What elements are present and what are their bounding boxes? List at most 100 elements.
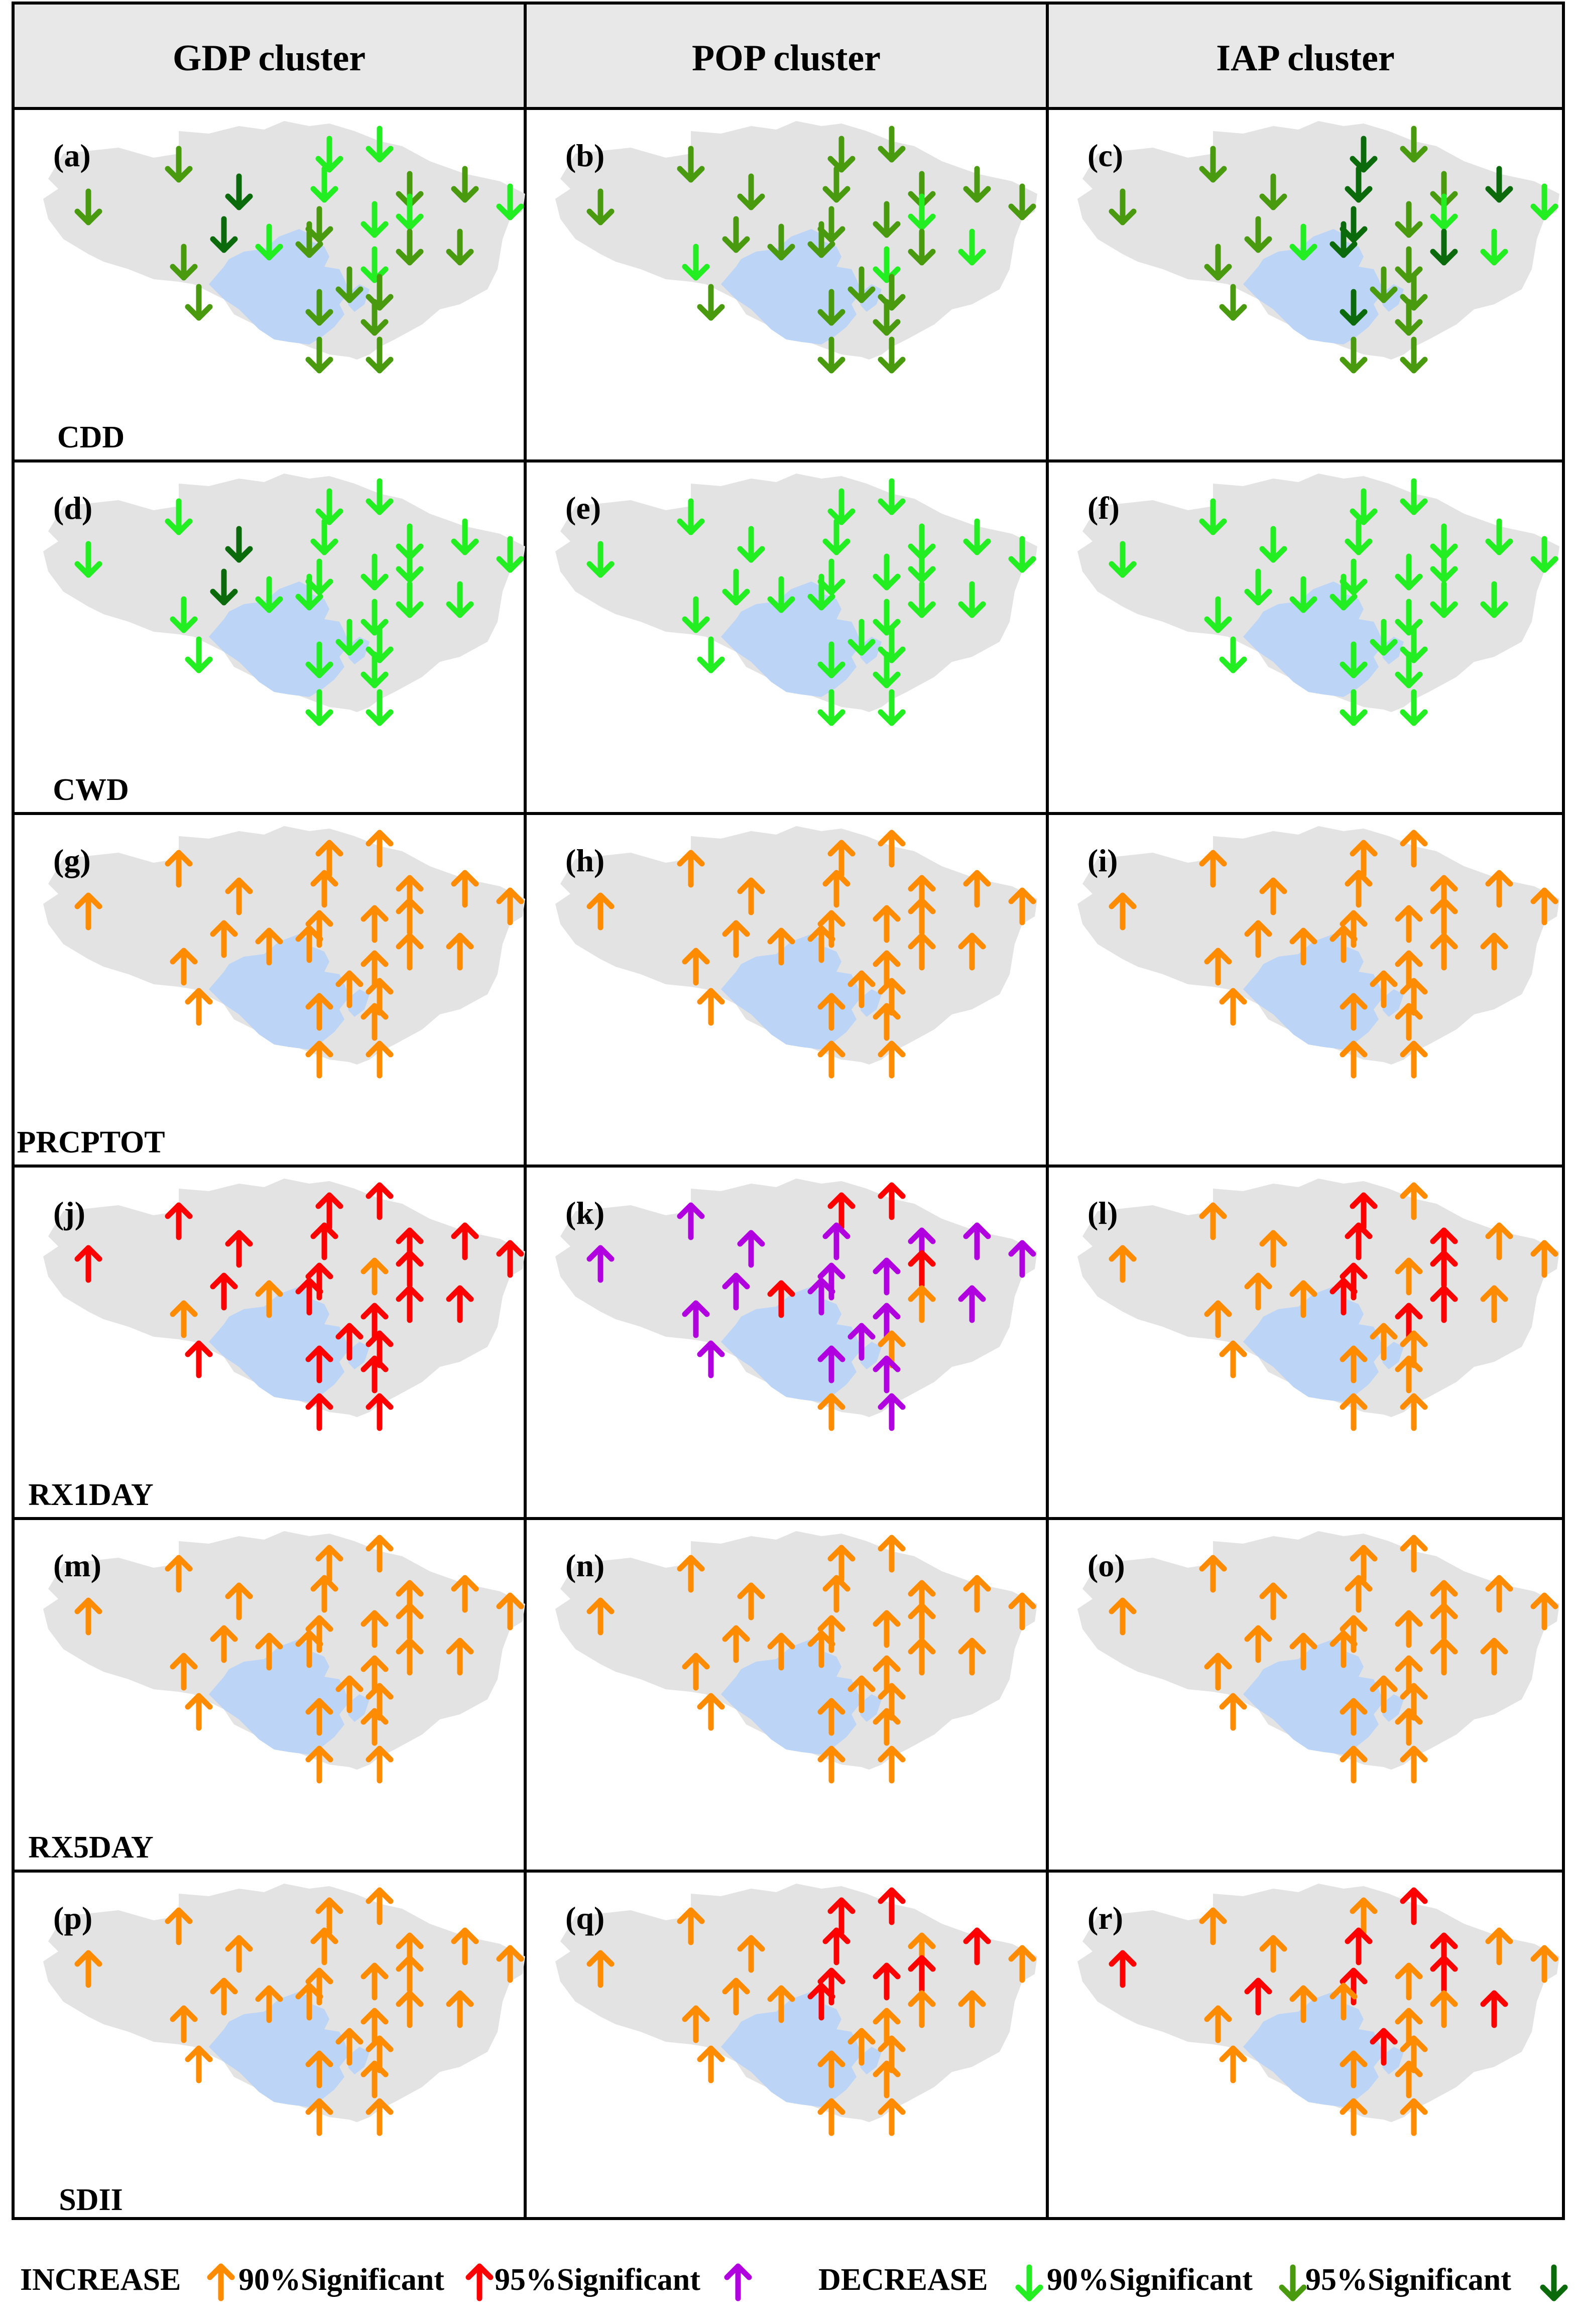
trend-arrow-up-icon: [308, 2101, 330, 2133]
map-panel-o: (o): [1077, 1531, 1559, 1781]
panel-letter: (d): [53, 490, 92, 526]
panel-letter: (e): [565, 490, 601, 526]
legend-increase-95-arrow-icon: [727, 2266, 749, 2298]
legend-increase-arrow-icon: [210, 2266, 232, 2298]
trend-arrow-up-icon: [1343, 1749, 1365, 1781]
map-panel-d: (d) CWD: [43, 474, 525, 807]
trend-arrow-up-icon: [308, 1749, 330, 1781]
trend-arrow-up-icon: [369, 1749, 391, 1781]
trend-arrow-up-icon: [700, 1696, 722, 1728]
header-gdp-cluster: GDP cluster: [173, 38, 366, 79]
trend-arrow-down-icon: [700, 639, 722, 670]
panel-letter: (b): [565, 138, 604, 173]
trend-arrow-up-icon: [700, 991, 722, 1023]
trend-arrow-up-icon: [188, 1696, 210, 1728]
map-panel-f: (f): [1077, 474, 1559, 723]
legend-decrease-label: DECREASE: [818, 2263, 988, 2297]
map-panels: (a) CDD (b) (c) (d) CWD (e) (f) (g) PRCPTOT (h) (i)…: [17, 121, 1559, 2217]
legend-decrease-90-label: 90%Significant: [1047, 2263, 1253, 2297]
trend-arrow-up-icon: [188, 1343, 210, 1375]
map-panel-l: (l): [1077, 1179, 1559, 1428]
trend-arrow-up-icon: [700, 1343, 722, 1375]
map-panel-h: (h): [555, 826, 1037, 1076]
map-panel-m: (m) RX5DAY: [28, 1531, 525, 1865]
panel-letter: (l): [1087, 1195, 1118, 1231]
trend-arrow-up-icon: [1403, 1396, 1425, 1428]
map-panel-b: (b): [555, 121, 1037, 371]
panel-letter: (g): [53, 843, 91, 878]
trend-arrow-up-icon: [369, 1396, 391, 1428]
map-panel-q: (q): [555, 1884, 1037, 2133]
map-panel-p: (p) SDII: [43, 1884, 525, 2217]
map-panel-g: (g) PRCPTOT: [17, 826, 525, 1159]
trend-arrow-up-icon: [1403, 1749, 1425, 1781]
map-panel-c: (c): [1077, 121, 1559, 371]
panel-letter: (j): [53, 1195, 85, 1231]
trend-arrow-up-icon: [1222, 1696, 1244, 1728]
trend-arrow-up-icon: [188, 991, 210, 1023]
panel-letter: (m): [53, 1548, 101, 1583]
trend-arrow-up-icon: [700, 2048, 722, 2080]
trend-arrow-up-icon: [369, 1043, 391, 1076]
panel-letter: (h): [565, 843, 604, 878]
trend-arrow-up-icon: [1222, 991, 1244, 1023]
panel-letter: (r): [1087, 1900, 1123, 1936]
trend-arrow-up-icon: [1343, 1043, 1365, 1076]
trend-arrow-down-icon: [1222, 639, 1244, 670]
map-panel-j: (j) RX1DAY: [28, 1179, 525, 1512]
trend-arrow-down-icon: [188, 639, 210, 670]
panel-letter: (f): [1087, 490, 1120, 526]
legend-decrease-95-label: 95%Significant: [1305, 2263, 1511, 2297]
panel-letter: (n): [565, 1548, 604, 1583]
trend-arrow-up-icon: [820, 2101, 842, 2133]
legend-decrease-arrow-icon: [1018, 2267, 1040, 2298]
panel-letter: (p): [53, 1900, 92, 1936]
trend-arrow-up-icon: [820, 1396, 842, 1428]
map-panel-k: (k): [555, 1179, 1037, 1428]
header-pop-cluster: POP cluster: [692, 38, 881, 79]
index-label: RX5DAY: [28, 1830, 153, 1865]
index-label: SDII: [59, 2183, 123, 2217]
trend-arrow-up-icon: [308, 1043, 330, 1076]
index-label: CWD: [53, 773, 129, 807]
legend-increase-label: INCREASE: [20, 2263, 181, 2297]
panel-letter: (o): [1087, 1548, 1125, 1583]
map-panel-i: (i): [1077, 826, 1559, 1076]
panel-letter: (q): [565, 1900, 604, 1936]
panel-letter: (c): [1087, 138, 1123, 173]
table-grid: [12, 2, 1565, 2220]
trend-arrow-up-icon: [1343, 1396, 1365, 1428]
trend-arrow-up-icon: [1343, 2101, 1365, 2133]
trend-arrow-up-icon: [881, 1043, 903, 1076]
map-panel-n: (n): [555, 1531, 1037, 1781]
header-iap-cluster: IAP cluster: [1216, 38, 1395, 79]
trend-arrow-up-icon: [820, 1043, 842, 1076]
panel-letter: (i): [1087, 843, 1118, 878]
trend-arrow-up-icon: [1403, 2101, 1425, 2133]
trend-arrow-up-icon: [188, 2048, 210, 2080]
index-label: PRCPTOT: [17, 1125, 165, 1159]
legend-decrease-95-arrow-icon: [1543, 2267, 1565, 2298]
trend-arrow-up-icon: [881, 1749, 903, 1781]
map-panel-r: (r): [1077, 1884, 1559, 2133]
trend-arrow-up-icon: [1222, 1343, 1244, 1375]
map-panel-e: (e): [555, 474, 1037, 723]
legend-increase-90-arrow-icon: [468, 2266, 491, 2298]
trend-arrow-up-icon: [369, 2101, 391, 2133]
trend-arrow-up-icon: [1222, 2048, 1244, 2080]
header-background: [13, 3, 1563, 108]
trend-arrow-up-icon: [820, 1749, 842, 1781]
trend-arrow-down-icon: [700, 287, 722, 318]
trend-arrow-up-icon: [1403, 1043, 1425, 1076]
trend-arrow-up-icon: [881, 2101, 903, 2133]
legend-increase-90-label: 90%Significant: [238, 2263, 444, 2297]
legend-increase-95-label: 95%Significant: [495, 2263, 700, 2297]
index-label: CDD: [57, 420, 125, 454]
map-panel-a: (a) CDD: [43, 121, 525, 454]
index-label: RX1DAY: [28, 1478, 153, 1512]
panel-letter: (a): [53, 138, 91, 173]
legend: INCREASE 90%Significant 95%Significant D…: [20, 2263, 1565, 2298]
trend-arrow-up-icon: [881, 1396, 903, 1428]
trend-arrow-up-icon: [308, 1396, 330, 1428]
panel-letter: (k): [565, 1195, 604, 1231]
